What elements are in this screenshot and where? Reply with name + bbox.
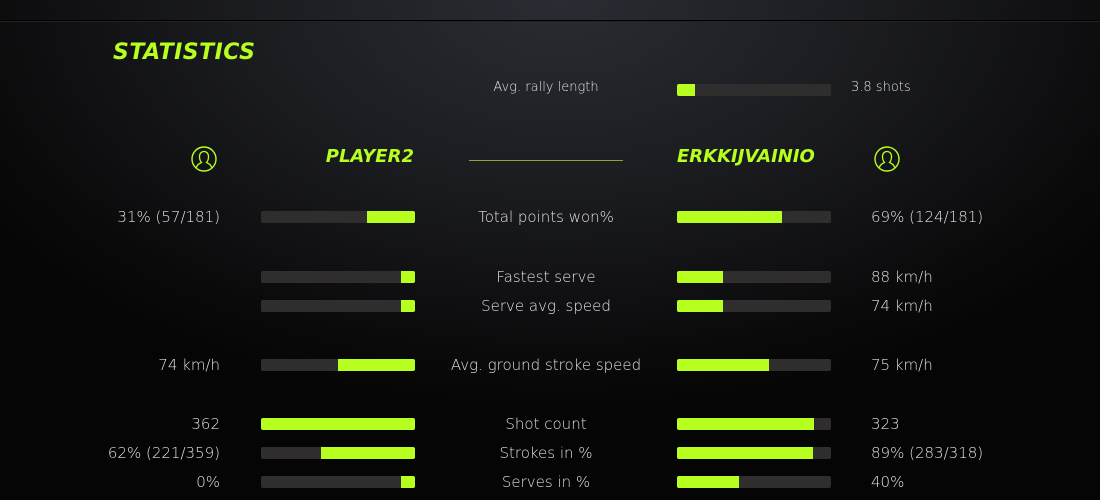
stat-label: Fastest serve [496,268,596,286]
stat-label: Strokes in % [499,444,593,462]
right-bar [677,447,831,459]
header-divider [469,160,623,161]
left-value: 74 km/h [158,356,220,374]
left-bar [261,476,415,488]
user-icon [191,146,217,172]
right-bar-fill [677,418,815,430]
left-bar-fill [261,418,415,430]
right-bar [677,476,831,488]
rally-bar-fill [677,84,696,96]
left-bar-fill [401,476,415,488]
left-value: 362 [191,415,220,433]
left-bar [261,211,415,223]
left-bar-fill [321,447,415,459]
left-player-name: PLAYER2 [325,146,414,167]
left-bar-fill [401,271,415,283]
stat-label: Shot count [505,415,587,433]
stat-label: Total points won% [478,208,614,226]
right-value: 89% (283/318) [871,444,984,462]
right-bar-fill [677,271,724,283]
right-bar [677,211,831,223]
left-bar [261,271,415,283]
right-value: 323 [871,415,900,433]
right-value: 88 km/h [871,268,933,286]
rally-bar [677,84,831,96]
left-bar-fill [338,359,415,371]
left-bar [261,418,415,430]
left-bar [261,300,415,312]
right-bar-fill [677,447,813,459]
right-value: 40% [871,473,905,491]
stat-label: Serve avg. speed [481,297,611,315]
right-player-name: ERKKIJVAINIO [677,146,815,167]
right-bar [677,271,831,283]
right-bar-fill [677,211,782,223]
left-bar-fill [367,211,415,223]
right-value: 69% (124/181) [871,208,984,226]
left-value: 62% (221/359) [107,444,220,462]
right-bar [677,359,831,371]
left-value: 0% [196,473,220,491]
left-bar [261,447,415,459]
stat-label: Avg. ground stroke speed [450,356,642,374]
right-bar-fill [677,359,770,371]
stat-label: Serves in % [501,473,591,491]
right-bar-fill [677,476,739,488]
top-divider [0,20,1100,21]
rally-label: Avg. rally length [493,80,599,95]
right-value: 74 km/h [871,297,933,315]
left-bar [261,359,415,371]
right-bar [677,418,831,430]
right-bar [677,300,831,312]
left-bar-fill [401,300,415,312]
user-icon [874,146,900,172]
right-value: 75 km/h [871,356,933,374]
left-value: 31% (57/181) [117,208,220,226]
right-bar-fill [677,300,724,312]
rally-value: 3.8 shots [851,80,911,95]
page-title: STATISTICS [113,40,256,65]
